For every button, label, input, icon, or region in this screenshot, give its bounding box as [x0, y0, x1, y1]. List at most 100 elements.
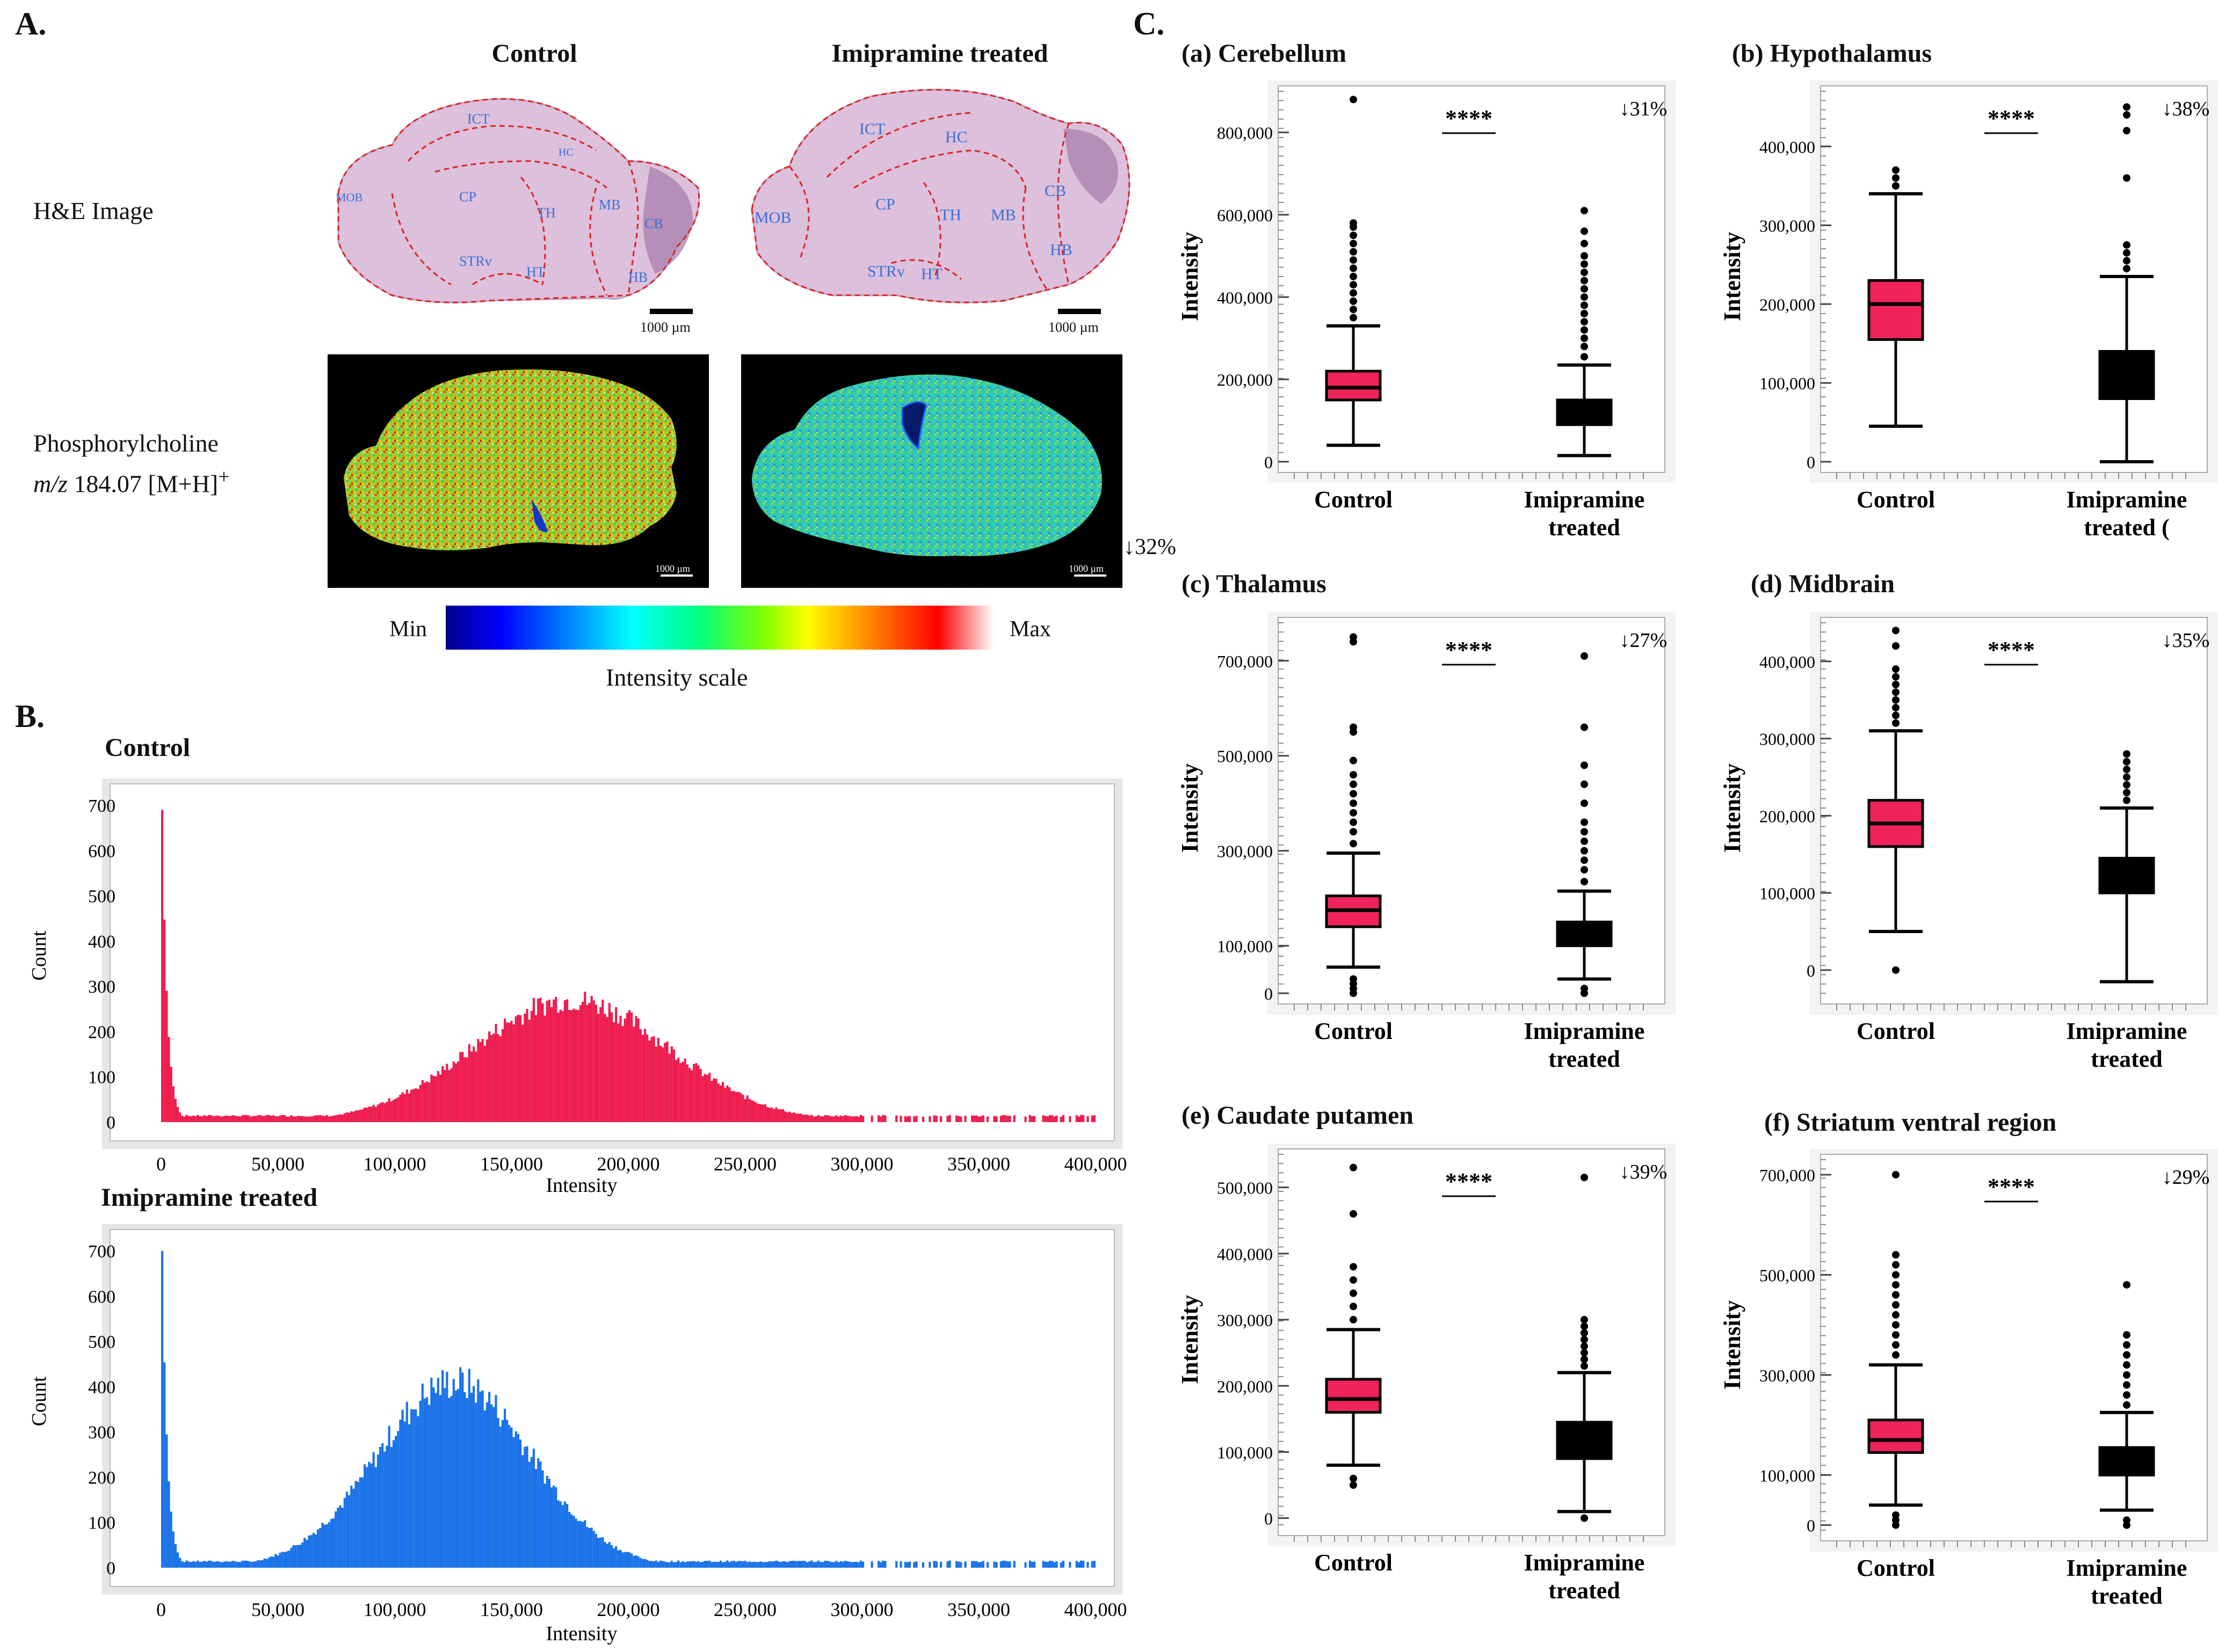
- ht-bar: [241, 1561, 244, 1568]
- hc-bar: [572, 1008, 575, 1122]
- box-a-outlier: [1581, 252, 1588, 260]
- col-header-control: Control: [491, 39, 577, 68]
- ht-bar: [190, 1562, 192, 1568]
- box-e-outlier: [1350, 1316, 1357, 1324]
- box-f-category-label: treated: [2091, 1583, 2163, 1609]
- ht-bar: [243, 1560, 246, 1568]
- hc-bar: [946, 1116, 949, 1122]
- he-region-hb-t: HB: [1050, 241, 1072, 259]
- hc-bar: [290, 1115, 293, 1122]
- box-e-box: [1325, 1378, 1382, 1414]
- ht-bar: [290, 1547, 293, 1568]
- ht-bar: [1002, 1560, 1005, 1568]
- hc-bar: [595, 1005, 597, 1122]
- box-c-outlier: [1581, 837, 1588, 845]
- hc-bar: [1024, 1116, 1027, 1122]
- ht-ytick-label: 400: [88, 1378, 115, 1398]
- ht-bar: [405, 1402, 408, 1568]
- hc-bar: [357, 1110, 359, 1122]
- box-d-decrease: ↓35%: [2162, 629, 2210, 652]
- ht-bar: [550, 1487, 553, 1568]
- hc-bar: [781, 1109, 784, 1122]
- box-d-outlier: [2123, 796, 2130, 804]
- hc-bar: [437, 1071, 439, 1122]
- ht-bar: [230, 1561, 233, 1568]
- ht-ytick-label: 700: [88, 1242, 115, 1262]
- hc-bar: [779, 1109, 782, 1122]
- hc-bar: [906, 1116, 909, 1122]
- ht-bar: [490, 1404, 493, 1568]
- ht-bar: [699, 1562, 702, 1568]
- ht-bar: [839, 1561, 842, 1568]
- hc-bar: [1060, 1116, 1062, 1122]
- hc-bar: [639, 1029, 642, 1122]
- ht-bar: [432, 1387, 435, 1568]
- ht-bar: [884, 1561, 887, 1568]
- ht-bar: [762, 1562, 764, 1568]
- hc-bar: [323, 1116, 326, 1122]
- box-c-ytick-label: 500,000: [1217, 747, 1273, 766]
- hc-bar: [579, 1005, 582, 1122]
- hc-bar: [922, 1116, 924, 1122]
- hc-bar: [786, 1112, 789, 1122]
- ht-bar: [323, 1524, 326, 1568]
- box-a-outlier: [1350, 314, 1357, 322]
- hc-bar: [672, 1049, 675, 1122]
- ht-bar: [808, 1561, 811, 1568]
- hc-bar: [470, 1051, 473, 1122]
- ht-bar: [366, 1467, 368, 1568]
- ht-bar: [804, 1561, 807, 1568]
- hc-bar: [499, 1036, 502, 1122]
- ht-bar: [604, 1541, 606, 1568]
- hc-bar: [546, 1000, 548, 1122]
- ht-bar: [624, 1552, 626, 1568]
- ht-bar: [559, 1501, 562, 1568]
- hc-bar: [1002, 1115, 1005, 1122]
- hc-bar: [395, 1098, 397, 1122]
- hc-bar: [370, 1107, 373, 1122]
- ht-bar: [201, 1561, 204, 1568]
- he-region-hc: HC: [559, 147, 574, 158]
- box-f-ytick-label: 700,000: [1759, 1166, 1815, 1185]
- hc-bar: [501, 1029, 504, 1122]
- ht-bar: [1091, 1561, 1093, 1568]
- box-e-outlier: [1581, 1174, 1588, 1182]
- hc-bar: [909, 1116, 911, 1122]
- ht-bar: [317, 1529, 320, 1568]
- hc-bar: [1033, 1116, 1036, 1122]
- ht-bar: [806, 1562, 809, 1568]
- hc-bar: [913, 1116, 916, 1122]
- ht-bar: [715, 1561, 717, 1568]
- hc-bar: [813, 1116, 815, 1122]
- ms-scalebar-treated: [1074, 574, 1106, 577]
- ht-bar: [1082, 1561, 1085, 1568]
- hc-bar: [321, 1115, 324, 1122]
- box-c-significance: ****: [1445, 637, 1492, 663]
- ht-bar: [419, 1401, 422, 1568]
- ht-bar: [210, 1560, 213, 1568]
- ht-bar: [415, 1409, 417, 1568]
- hc-bar: [403, 1094, 406, 1122]
- hc-bar: [708, 1073, 711, 1122]
- hc-ytick-label: 300: [88, 977, 115, 997]
- box-c-outlier: [1350, 756, 1357, 765]
- ht-bar: [880, 1562, 882, 1568]
- ht-bar: [437, 1378, 439, 1568]
- ht-bar: [995, 1562, 998, 1568]
- ht-bar: [1013, 1561, 1016, 1568]
- ht-bar: [397, 1431, 400, 1568]
- ht-bar: [813, 1562, 815, 1568]
- ht-bar: [857, 1562, 860, 1568]
- hc-bar: [987, 1116, 989, 1122]
- box-d-significance: ****: [1988, 637, 2035, 663]
- hc-bar: [561, 1011, 564, 1122]
- hc-bar: [383, 1103, 386, 1122]
- ht-ytick-label: 500: [88, 1333, 115, 1352]
- box-d-chart: 0 100,000 200,000 300,000 400,000 Intensity Co…: [1719, 612, 2218, 1072]
- box-d-outlier: [1892, 673, 1900, 681]
- box-a-outlier: [1581, 318, 1588, 326]
- hc-bar: [759, 1104, 762, 1122]
- hc-bar: [802, 1115, 804, 1122]
- box-e-ytick-label: 500,000: [1217, 1178, 1273, 1198]
- box-d-ytick-label: 0: [1807, 961, 1815, 980]
